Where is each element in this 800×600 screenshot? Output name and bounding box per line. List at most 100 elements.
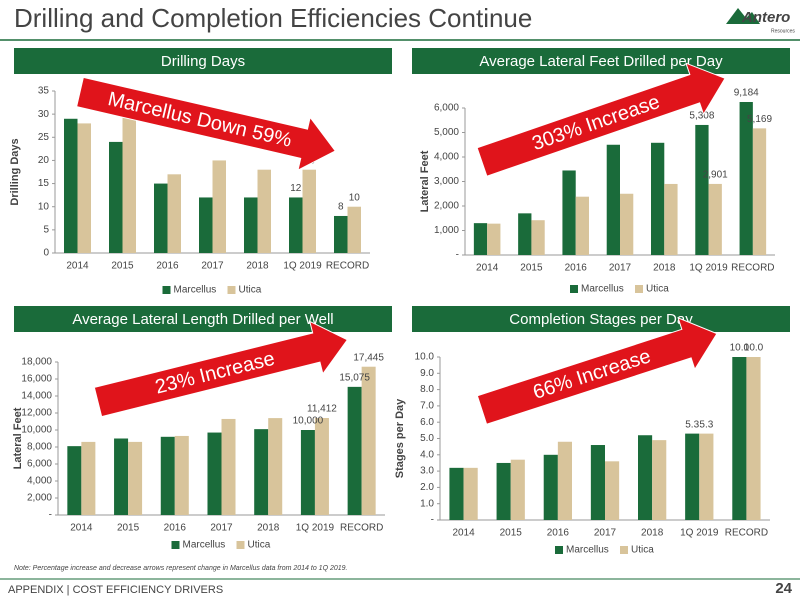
bar: [289, 197, 303, 253]
x-tick-label: 2016: [547, 528, 570, 539]
value-label: 8: [338, 202, 344, 213]
value-label: 10.0: [730, 343, 750, 354]
x-tick-label: 2017: [201, 261, 224, 272]
y-tick-label: 7.0: [420, 401, 434, 412]
bar: [473, 223, 488, 255]
bar: [746, 357, 761, 520]
x-tick-label: 2018: [641, 528, 664, 539]
bar: [347, 386, 362, 515]
x-tick-label: 1Q 2019: [689, 263, 728, 274]
y-tick-label: 18,000: [21, 357, 52, 368]
value-label: 12: [290, 183, 302, 194]
value-label: 5.3: [699, 419, 713, 430]
y-tick-label: 10.0: [415, 352, 435, 363]
bar: [257, 169, 271, 253]
page-number: 24: [775, 580, 792, 597]
y-tick-label: 4.0: [420, 449, 434, 460]
bars: [449, 357, 761, 520]
logo-sub: Resources: [771, 28, 795, 34]
value-label: 2,901: [703, 170, 728, 181]
bar: [314, 417, 329, 515]
x-tick-label: 2017: [594, 528, 617, 539]
bar: [347, 206, 361, 253]
bar: [128, 441, 143, 515]
value-label: 5,169: [747, 114, 772, 125]
arrow-shape: [76, 76, 337, 171]
arrow-shape: [476, 317, 718, 425]
x-tick-label: 2017: [609, 263, 632, 274]
y-tick-label: 3,000: [434, 176, 459, 187]
legend-swatch: [570, 285, 578, 293]
x-tick-label: 2015: [520, 263, 543, 274]
y-tick-label: 25: [38, 132, 50, 143]
bar: [167, 174, 181, 253]
bar: [302, 169, 316, 253]
bar: [562, 170, 576, 255]
y-axis-label: Stages per Day: [394, 398, 406, 478]
y-tick-label: 10: [38, 201, 50, 212]
chart: Average Lateral Feet Drilled per Day - 1,0…: [412, 48, 790, 295]
arrow-shape: [93, 320, 349, 418]
bar: [510, 459, 525, 520]
x-tick-label: 2016: [156, 261, 179, 272]
y-tick-label: 20: [38, 155, 50, 166]
x-tick-label: 2015: [500, 528, 523, 539]
x-tick-label: 2018: [257, 523, 280, 534]
y-tick-label: 30: [38, 109, 50, 120]
x-tick-label: 2014: [66, 261, 89, 272]
bar: [708, 183, 722, 255]
y-tick-label: 2,000: [434, 201, 459, 212]
annotation: 23% Increase: [153, 348, 277, 399]
legend-swatch: [555, 546, 563, 554]
y-tick-label: -: [456, 250, 459, 261]
x-tick-label: 2016: [164, 523, 187, 534]
x-tick-label: 2014: [452, 528, 475, 539]
y-tick-label: 5.0: [420, 433, 434, 444]
x-tick-label: RECORD: [326, 261, 369, 272]
value-label: 5.3: [685, 419, 699, 430]
legend-label: Marcellus: [183, 540, 226, 551]
bar: [463, 467, 478, 520]
bar: [620, 193, 634, 255]
y-tick-label: 0: [43, 248, 49, 259]
y-tick-label: 9.0: [420, 368, 434, 379]
y-tick-label: 4,000: [27, 476, 52, 487]
bar: [590, 445, 605, 520]
footer: APPENDIX | COST EFFICIENCY DRIVERS: [8, 584, 223, 596]
legend-swatch: [620, 546, 628, 554]
y-tick-label: 6,000: [434, 103, 459, 114]
y-tick-label: 8,000: [27, 442, 52, 453]
bar: [212, 160, 226, 253]
logo-mark: [726, 8, 760, 24]
panel-header: [14, 48, 392, 74]
y-tick-label: 4,000: [434, 152, 459, 163]
panel-header: [14, 306, 392, 332]
chart: Average Lateral Length Drilled per Well -…: [12, 306, 392, 551]
x-tick-label: 2017: [210, 523, 233, 534]
y-tick-label: 5,000: [434, 127, 459, 138]
x-tick-label: 1Q 2019: [283, 261, 322, 272]
bar: [699, 433, 714, 520]
bar: [361, 366, 376, 515]
x-tick-label: RECORD: [731, 263, 774, 274]
chart: Completion Stages per Day - 1.0 2.0 3.0 4.0 5.…: [394, 306, 790, 556]
legend-label: Utica: [631, 545, 654, 556]
value-label: 10: [349, 192, 361, 203]
bar: [739, 102, 753, 255]
bar: [64, 118, 78, 253]
bar: [244, 197, 258, 253]
y-tick-label: -: [49, 510, 52, 521]
bars: [473, 102, 767, 255]
legend-swatch: [171, 541, 180, 549]
y-tick-label: 10,000: [21, 425, 52, 436]
legend-label: Marcellus: [174, 285, 217, 296]
y-tick-label: 35: [38, 86, 50, 97]
panel-header: [412, 48, 790, 74]
value-label: 11,412: [307, 404, 337, 415]
y-tick-label: -: [431, 515, 434, 526]
x-tick-label: 2016: [565, 263, 588, 274]
bar: [518, 213, 532, 255]
chart: Drilling Days 0 5 10 15 20 25 30 35 Drilling Days…: [9, 48, 392, 296]
y-axis-label: Lateral Feet: [419, 150, 431, 212]
y-tick-label: 14,000: [21, 391, 52, 402]
